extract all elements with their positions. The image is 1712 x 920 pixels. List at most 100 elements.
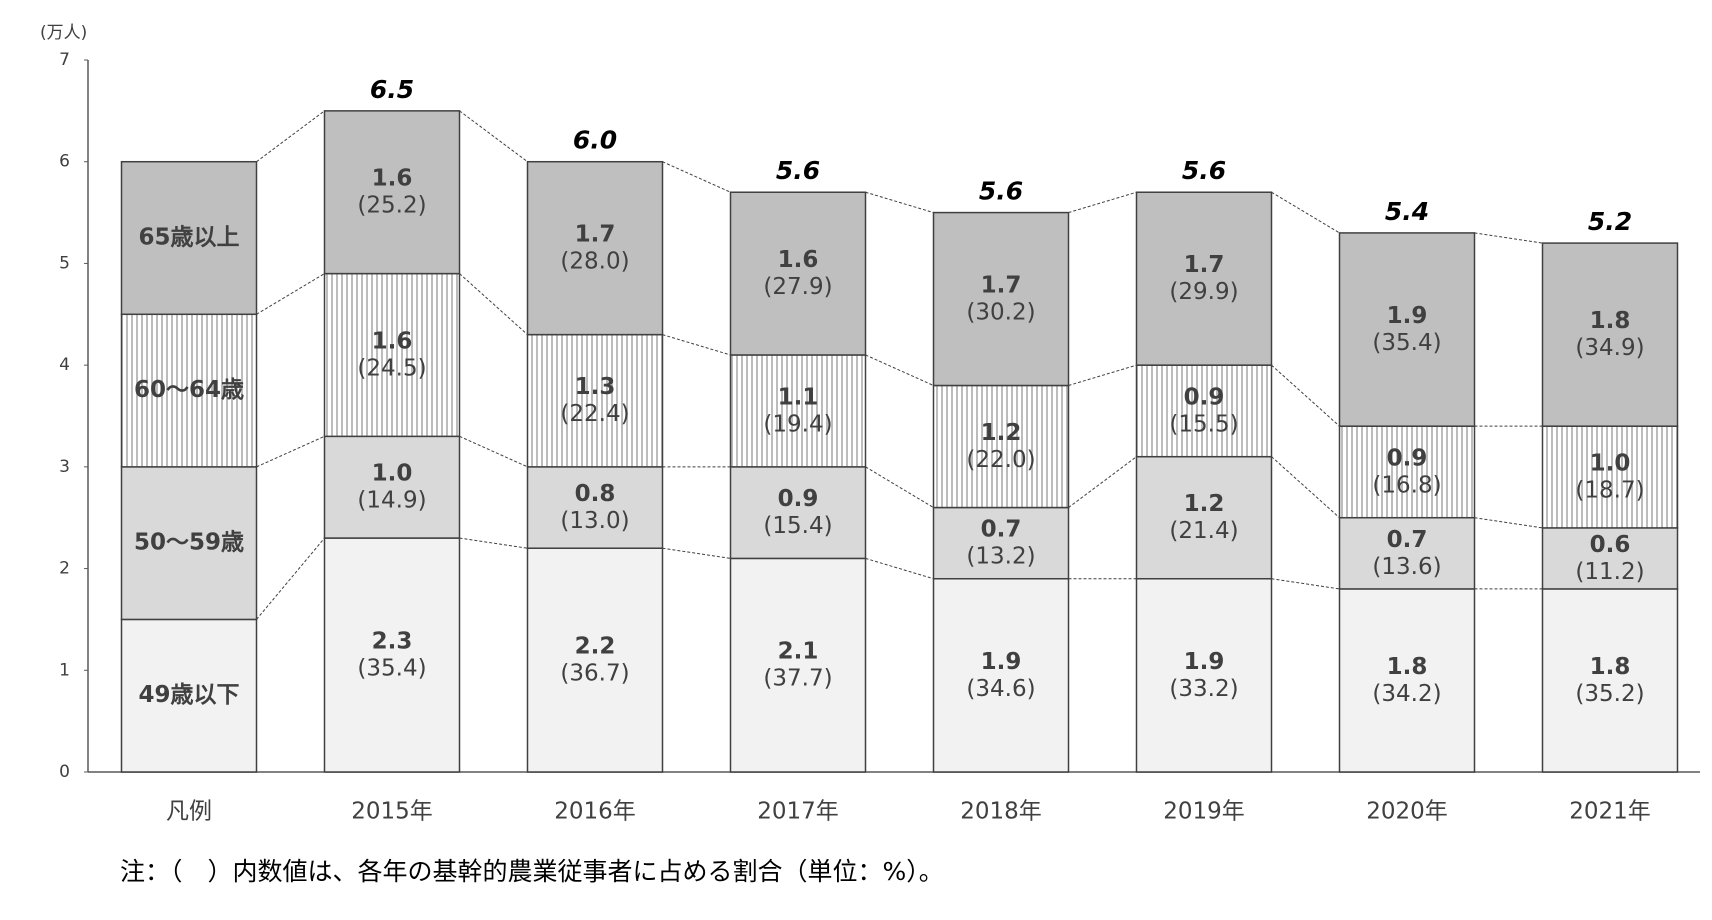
bar-segment — [1541, 425, 1679, 529]
share-label: (34.6) — [966, 676, 1035, 702]
value-label: 1.6 — [372, 166, 413, 192]
bar-segment — [323, 272, 461, 438]
bar-segment — [729, 557, 867, 773]
y-tick-label: 3 — [59, 457, 70, 477]
x-tick-label: 2016年 — [554, 799, 636, 825]
bar-segment — [1541, 242, 1679, 427]
bar-segment — [526, 547, 664, 773]
share-label: (25.2) — [357, 193, 426, 219]
value-label: 1.2 — [981, 420, 1022, 446]
x-tick-label: 2019年 — [1163, 799, 1245, 825]
bar-segment — [1135, 455, 1273, 580]
value-label: 1.7 — [575, 222, 616, 248]
connector — [865, 354, 934, 386]
bar-segment — [1338, 232, 1476, 427]
legend-label: 65歳以上 — [138, 225, 239, 251]
total-label: 5.4 — [1385, 197, 1429, 226]
value-label: 2.2 — [575, 634, 616, 660]
bar-segment — [1541, 527, 1679, 590]
y-tick-label: 5 — [59, 253, 70, 273]
x-tick-label: 2015年 — [351, 799, 433, 825]
bar-segment — [1338, 425, 1476, 519]
legend-swatch — [120, 313, 258, 468]
connector — [256, 273, 325, 315]
value-label: 1.0 — [1590, 451, 1631, 477]
share-label: (36.7) — [560, 661, 629, 687]
bar-segment — [526, 333, 664, 468]
bar-segment — [323, 110, 461, 275]
value-label: 1.2 — [1184, 491, 1225, 517]
total-label: 5.6 — [979, 177, 1023, 206]
bar-segment — [323, 435, 461, 539]
connector — [1068, 191, 1137, 214]
share-label: (18.7) — [1575, 478, 1644, 504]
total-label: 5.6 — [1182, 156, 1226, 185]
value-label: 1.0 — [372, 461, 413, 487]
connector — [1271, 191, 1340, 234]
x-tick-label: 2021年 — [1569, 799, 1651, 825]
total-label: 6.0 — [573, 126, 617, 155]
share-label: (30.2) — [966, 300, 1035, 326]
total-label: 5.2 — [1588, 207, 1632, 236]
y-axis-label: (万人) — [40, 23, 87, 43]
bar-segment — [526, 160, 664, 336]
share-label: (13.2) — [966, 544, 1035, 570]
y-tick-label: 7 — [59, 50, 70, 70]
share-label: (34.2) — [1372, 681, 1441, 707]
share-label: (34.9) — [1575, 335, 1644, 361]
y-tick-label: 6 — [59, 152, 70, 172]
bar-segment — [1135, 191, 1273, 366]
legend-swatch — [120, 466, 258, 621]
share-label: (35.2) — [1575, 681, 1644, 707]
total-label: 6.5 — [370, 75, 414, 104]
value-label: 0.9 — [778, 486, 819, 512]
connector — [1271, 364, 1340, 427]
connector — [459, 273, 528, 336]
share-label: (21.4) — [1169, 518, 1238, 544]
connector — [1068, 364, 1137, 386]
connector — [459, 110, 528, 163]
connector — [256, 537, 325, 620]
value-label: 1.7 — [1184, 252, 1225, 278]
share-label: (33.2) — [1169, 676, 1238, 702]
x-tick-label: 2020年 — [1366, 799, 1448, 825]
share-label: (24.5) — [357, 355, 426, 381]
share-label: (14.9) — [357, 488, 426, 514]
x-tick-label: 2017年 — [757, 799, 839, 825]
value-label: 1.8 — [1590, 654, 1631, 680]
note: 注：（ ）内数値は、各年の基幹的農業従事者に占める割合（単位：%）。 — [120, 857, 944, 886]
value-label: 1.7 — [981, 273, 1022, 299]
share-label: (13.0) — [560, 508, 629, 534]
connector — [662, 161, 731, 193]
x-tick-label: 2018年 — [960, 799, 1042, 825]
connector — [1474, 517, 1543, 529]
share-label: (19.4) — [763, 411, 832, 437]
value-label: 1.6 — [778, 247, 819, 273]
share-label: (15.4) — [763, 513, 832, 539]
value-label: 0.9 — [1387, 445, 1428, 471]
value-label: 0.7 — [1387, 527, 1428, 553]
y-tick-label: 2 — [59, 559, 70, 579]
share-label: (16.8) — [1372, 472, 1441, 498]
share-label: (35.4) — [1372, 330, 1441, 356]
share-label: (11.2) — [1575, 559, 1644, 585]
bar-segment — [1135, 577, 1273, 773]
value-label: 0.6 — [1590, 532, 1631, 558]
value-label: 1.8 — [1590, 308, 1631, 334]
share-label: (15.5) — [1169, 411, 1238, 437]
share-label: (28.0) — [560, 249, 629, 275]
value-label: 1.8 — [1387, 654, 1428, 680]
y-tick-label: 4 — [59, 355, 70, 375]
value-label: 2.1 — [778, 639, 819, 665]
share-label: (22.4) — [560, 401, 629, 427]
value-label: 1.6 — [372, 328, 413, 354]
value-label: 0.9 — [1184, 384, 1225, 410]
bar-segment — [1338, 588, 1476, 773]
bar-segment — [1135, 364, 1273, 458]
connector — [1271, 456, 1340, 519]
connector — [865, 557, 934, 580]
y-tick-label: 1 — [59, 660, 70, 680]
bar-segment — [323, 537, 461, 773]
connector — [459, 537, 528, 549]
